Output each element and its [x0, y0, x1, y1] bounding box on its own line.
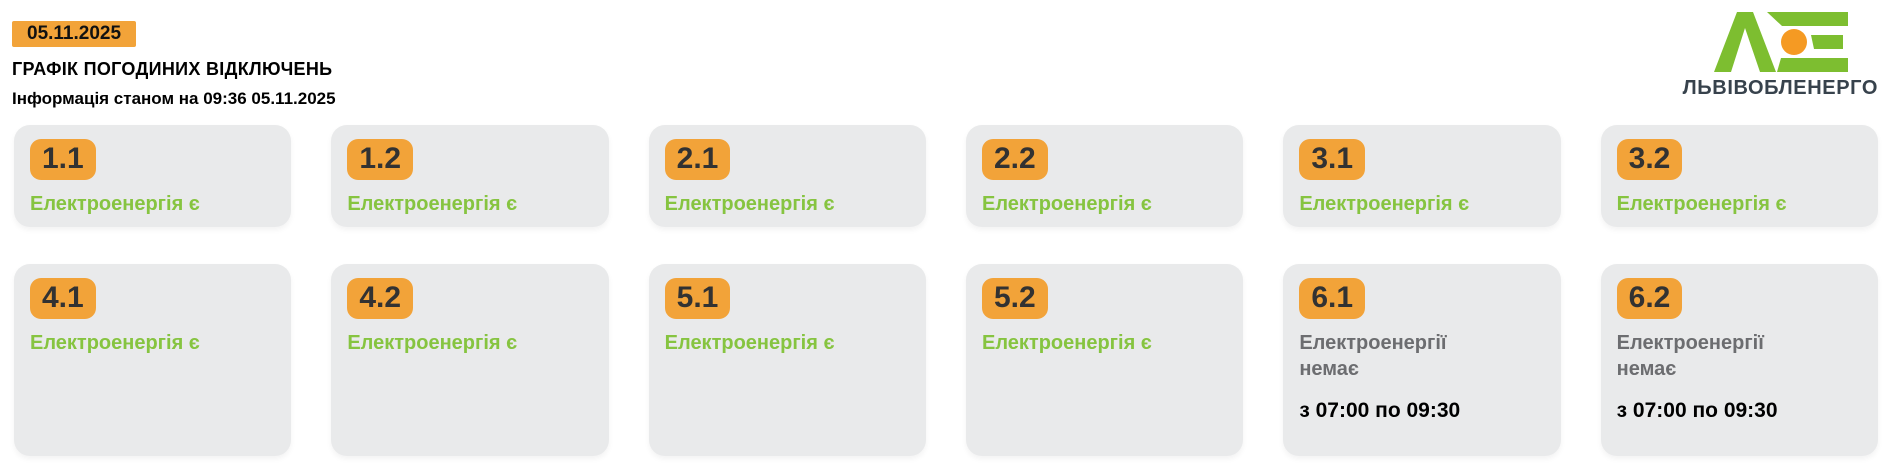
- queue-status-label: Електроенергія є: [30, 331, 200, 354]
- logo-letter-e-top-bar: [1767, 12, 1849, 26]
- outage-time: з 07:00 по 09:30: [1616, 398, 1778, 422]
- queue-status-label: Електроенергія є: [1616, 192, 1787, 215]
- queue-status-label: Електроенергія є: [982, 192, 1152, 215]
- company-logo: ЛЬВІВОБЛЕНЕРГО: [1683, 10, 1878, 100]
- queue-card: 5.2 Електроенергія є: [966, 264, 1244, 456]
- queue-number-badge: 3.2: [1616, 139, 1683, 180]
- queue-number-badge: 5.1: [664, 278, 731, 319]
- queue-number-badge: 3.1: [1299, 139, 1366, 180]
- queue-card: 3.2 Електроенергія є: [1600, 125, 1878, 227]
- queue-card: 2.2 Електроенергія є: [966, 125, 1244, 227]
- queue-number-badge: 4.2: [347, 278, 414, 319]
- queue-status-label: Електроенергія є: [982, 331, 1152, 354]
- queue-number-badge: 6.2: [1616, 278, 1683, 319]
- queue-card: 1.2 Електроенергія є: [331, 125, 609, 227]
- queue-status-label: Електроенергія є: [30, 192, 200, 215]
- queue-card: 4.2 Електроенергія є: [331, 264, 609, 456]
- queue-card: 4.1 Електроенергія є: [14, 264, 292, 456]
- queue-card: 6.1 Електроенергії немає з 07:00 по 09:3…: [1283, 264, 1561, 456]
- outage-time: з 07:00 по 09:30: [1299, 398, 1461, 422]
- logo-circle-o: [1781, 29, 1808, 55]
- queue-status-label: Електроенергія є: [347, 331, 518, 354]
- loe-logo-icon: [1714, 12, 1849, 72]
- queue-card: 1.1 Електроенергія є: [14, 125, 292, 227]
- queue-card: 3.1 Електроенергія є: [1283, 125, 1561, 227]
- queue-status-label: Електроенергія є: [664, 331, 835, 354]
- queue-card: 5.1 Електроенергія є: [648, 264, 926, 456]
- company-name: ЛЬВІВОБЛЕНЕРГО: [1682, 77, 1878, 99]
- queue-status-label: Електроенергія є: [347, 192, 518, 215]
- logo-letter-e-bottom-bar: [1777, 58, 1849, 72]
- queue-number-badge: 2.2: [982, 139, 1048, 180]
- logo-letter-l: [1714, 12, 1777, 72]
- queue-grid: 1.1 Електроенергія є 1.2 Електроенергія …: [0, 125, 1892, 456]
- queue-card: 6.2 Електроенергії немає з 07:00 по 09:3…: [1600, 264, 1878, 456]
- page-title: ГРАФІК ПОГОДИНИХ ВІДКЛЮЧЕНЬ: [12, 58, 333, 79]
- queue-number-badge: 5.2: [982, 278, 1048, 319]
- queue-card: 2.1 Електроенергія є: [648, 125, 926, 227]
- queue-number-badge: 6.1: [1299, 278, 1366, 319]
- queue-number-badge: 1.1: [30, 139, 96, 180]
- queue-status-label: Електроенергії немає: [1616, 331, 1764, 380]
- queue-number-badge: 2.1: [664, 139, 731, 180]
- header-left: 05.11.2025 ГРАФІК ПОГОДИНИХ ВІДКЛЮЧЕНЬ І…: [12, 16, 336, 109]
- queue-number-badge: 1.2: [347, 139, 414, 180]
- queue-status-label: Електроенергії немає: [1299, 331, 1447, 380]
- queue-status-label: Електроенергія є: [1299, 192, 1470, 215]
- queue-status-label: Електроенергія є: [664, 192, 835, 215]
- status-timestamp: Інформація станом на 09:36 05.11.2025: [12, 88, 336, 108]
- queue-number-badge: 4.1: [30, 278, 96, 319]
- page-header: 05.11.2025 ГРАФІК ПОГОДИНИХ ВІДКЛЮЧЕНЬ І…: [0, 0, 1892, 109]
- logo-letter-e-middle-bar: [1811, 35, 1844, 49]
- date-badge: 05.11.2025: [12, 21, 137, 47]
